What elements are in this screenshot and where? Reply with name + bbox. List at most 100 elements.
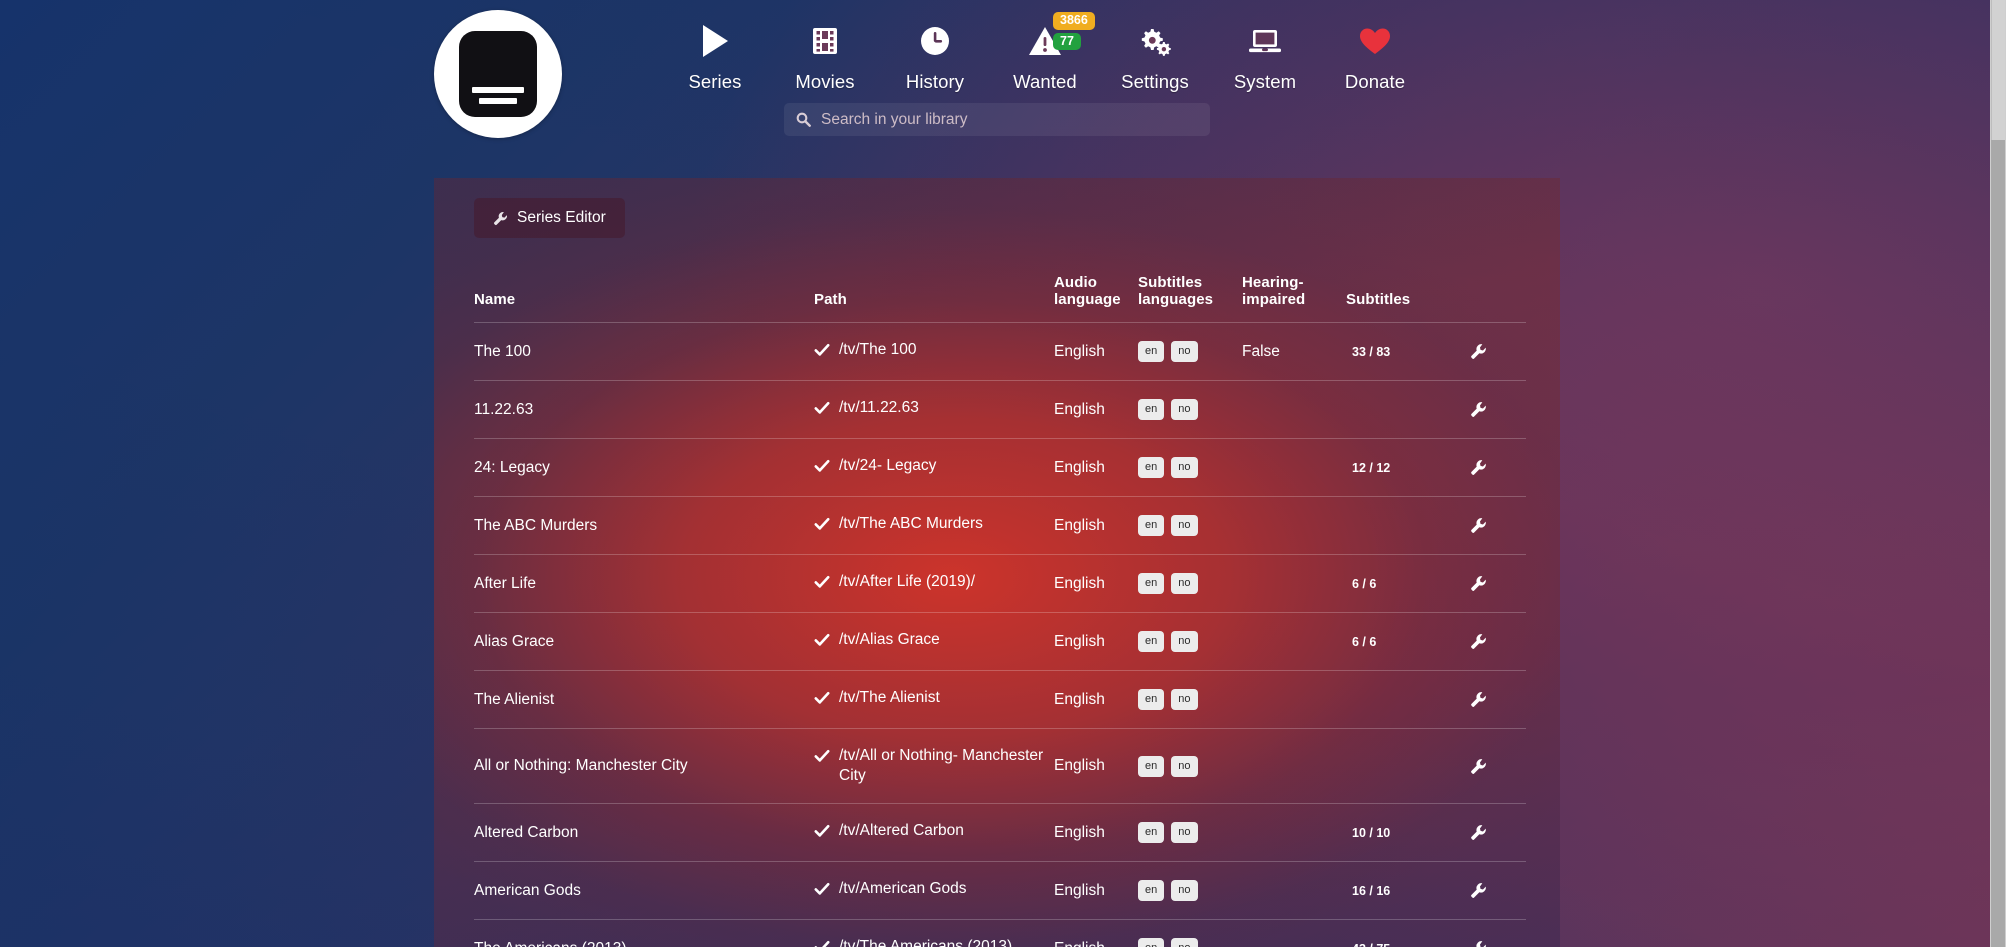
table-row[interactable]: The 100/tv/The 100EnglishennoFalse33 / 8… [474,322,1526,381]
path-text: /tv/Altered Carbon [839,822,964,840]
language-badge-en[interactable]: en [1138,631,1165,652]
cell-series-name[interactable]: The 100 [474,322,814,381]
cell-series-name[interactable]: Alias Grace [474,612,814,671]
cell-audio-language: English [1054,861,1138,920]
language-badge-en[interactable]: en [1138,457,1165,478]
cell-hearing-impaired [1242,727,1346,804]
cell-series-name[interactable]: American Gods [474,861,814,920]
table-row[interactable]: Altered Carbon/tv/Altered Carbon English e… [474,803,1526,862]
main-navigation: Series Movies [660,12,1430,93]
column-header-audio-language[interactable]: Audio language [1054,274,1121,308]
cell-subtitles-progress: 6 / 6 [1346,612,1470,671]
nav-item-system[interactable]: System [1210,14,1320,93]
row-wrench-icon[interactable] [1470,401,1526,418]
language-badge-no[interactable]: no [1171,880,1198,902]
language-badge-no[interactable]: no [1171,573,1198,594]
row-wrench-icon[interactable] [1470,633,1526,650]
table-row[interactable]: The Americans (2013) /tv/The Americans (2… [474,919,1526,947]
cell-actions [1470,612,1526,671]
language-badge-en[interactable]: en [1138,341,1165,362]
search-bar[interactable] [784,103,1210,136]
cell-path: /tv/24- Legacy [814,438,1054,497]
table-row[interactable]: The ABC Murders/tv/The ABC Murders Englis… [474,496,1526,555]
row-wrench-icon[interactable] [1470,517,1526,534]
row-wrench-icon[interactable] [1470,824,1526,841]
row-wrench-icon[interactable] [1470,882,1526,899]
column-header-hearing-impaired[interactable]: Hearing-impaired [1242,274,1306,308]
row-wrench-icon[interactable] [1470,691,1526,708]
scrollbar-track[interactable] [1991,140,2005,947]
language-badge-en[interactable]: en [1138,880,1165,902]
table-row[interactable]: All or Nothing: Manchester City/tv/All o… [474,727,1526,804]
logo-screen-shape [459,31,537,117]
language-badge-no[interactable]: no [1171,689,1198,710]
cell-series-name[interactable]: After Life [474,554,814,613]
language-badge-no[interactable]: no [1171,822,1198,844]
nav-item-history[interactable]: History [880,14,990,93]
table-row[interactable]: After Life/tv/After Life (2019)/ English e… [474,554,1526,613]
language-badge-no[interactable]: no [1171,515,1198,536]
language-badge-en[interactable]: en [1138,399,1165,420]
language-badge-en[interactable]: en [1138,689,1165,710]
cell-series-name[interactable]: The Alienist [474,670,814,729]
cell-hearing-impaired [1242,438,1346,497]
check-icon [814,823,830,844]
cell-hearing-impaired: False [1242,322,1346,381]
cell-series-name[interactable]: Altered Carbon [474,803,814,862]
cell-path: /tv/Alias Grace [814,612,1054,671]
scrollbar-thumb[interactable] [1991,0,2005,140]
cell-audio-language: English [1054,919,1138,947]
row-wrench-icon[interactable] [1470,940,1526,947]
language-badge-no[interactable]: no [1171,457,1198,478]
row-wrench-icon[interactable] [1470,343,1526,360]
language-badge-no[interactable]: no [1171,631,1198,652]
nav-item-series[interactable]: Series [660,14,770,93]
language-badge-en[interactable]: en [1138,822,1165,844]
row-wrench-icon[interactable] [1470,459,1526,476]
table-row[interactable]: The Alienist/tv/The Alienist English en no [474,670,1526,729]
language-badge-no[interactable]: no [1171,341,1198,362]
language-badge-en[interactable]: en [1138,515,1165,536]
cell-series-name[interactable]: The Americans (2013) [474,919,814,947]
column-header-name[interactable]: Name [474,291,516,308]
path-text: /tv/After Life (2019)/ [839,573,976,590]
language-badge-no[interactable]: no [1171,755,1198,777]
cell-actions [1470,727,1526,804]
nav-label-donate: Donate [1344,71,1406,92]
column-header-subtitles-languages[interactable]: Subtitles languages [1138,274,1214,308]
nav-item-movies[interactable]: Movies [770,14,880,93]
path-text: /tv/24- Legacy [839,457,937,474]
table-body: The 100/tv/The 100EnglishennoFalse33 / 8… [474,322,1526,947]
column-header-subtitles[interactable]: Subtitles [1346,291,1411,308]
search-input[interactable] [821,110,1198,129]
cell-actions [1470,380,1526,439]
table-row[interactable]: 11.22.63/tv/11.22.63 English en no [474,380,1526,439]
language-badge-no[interactable]: no [1171,938,1198,947]
row-wrench-icon[interactable] [1470,575,1526,592]
cell-actions [1470,861,1526,920]
language-badge-en[interactable]: en [1138,755,1165,777]
column-header-path[interactable]: Path [814,291,847,308]
row-wrench-icon[interactable] [1470,758,1526,775]
language-badge-no[interactable]: no [1171,399,1198,420]
nav-item-settings[interactable]: Settings [1100,14,1210,93]
bazarr-logo[interactable] [434,10,562,138]
nav-item-donate[interactable]: Donate [1320,14,1430,93]
cell-series-name[interactable]: 11.22.63 [474,380,814,439]
nav-item-wanted[interactable]: Wanted 3866 77 [990,12,1100,93]
cell-series-name[interactable]: 24: Legacy [474,438,814,497]
cell-path: /tv/American Gods [814,861,1054,920]
cell-series-name[interactable]: The ABC Murders [474,496,814,555]
series-editor-button[interactable]: Series Editor [474,198,625,238]
table-row[interactable]: American Gods/tv/American Gods English en n… [474,861,1526,920]
page-scrollbar[interactable] [1990,0,2006,947]
cell-series-name[interactable]: All or Nothing: Manchester City [474,727,814,804]
language-badge-en[interactable]: en [1138,938,1165,947]
language-badge-en[interactable]: en [1138,573,1165,594]
